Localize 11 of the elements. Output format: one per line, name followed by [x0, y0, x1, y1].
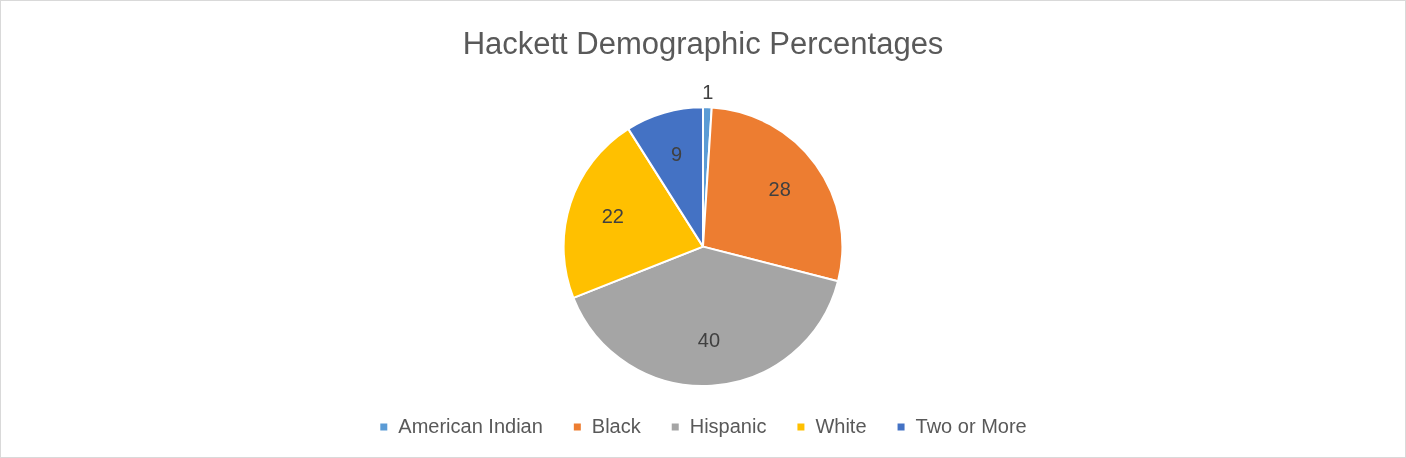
- legend-label: American Indian: [398, 414, 543, 437]
- legend-label: Hispanic: [689, 414, 767, 437]
- legend-label: Black: [591, 414, 642, 437]
- data-label: 22: [601, 204, 624, 227]
- data-label: 9: [670, 143, 683, 166]
- data-label: 28: [768, 178, 791, 201]
- data-label: 40: [697, 328, 721, 351]
- data-label: 1: [702, 80, 714, 103]
- chart-title: Hackett Demographic Percentages: [462, 26, 944, 62]
- legend-label: Two or More: [915, 414, 1027, 437]
- legend-label: White: [815, 414, 867, 437]
